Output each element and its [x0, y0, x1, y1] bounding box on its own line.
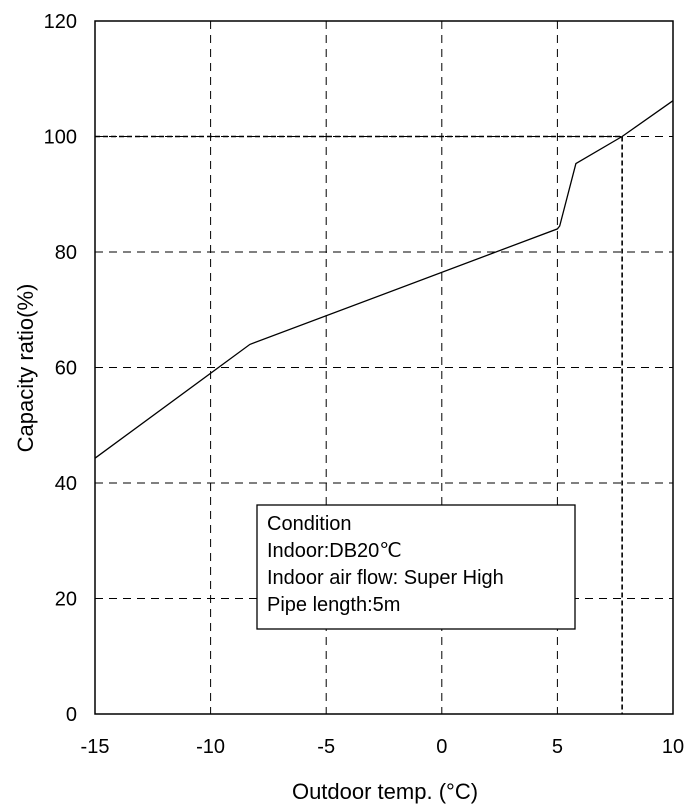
x-tick-label: -10 — [196, 736, 225, 758]
series-line — [94, 100, 674, 459]
reference-lines — [95, 135, 623, 714]
condition-pipe-length: Pipe length:5m — [267, 594, 400, 616]
y-axis-title: Capacity ratio(%) — [13, 284, 38, 453]
y-tick-label: 40 — [55, 473, 77, 495]
x-tick-label: -5 — [317, 736, 335, 758]
y-tick-label: 80 — [55, 242, 77, 264]
y-tick-label: 100 — [44, 127, 77, 149]
x-axis-title: Outdoor temp. (°C) — [292, 779, 478, 804]
x-tick-label: -15 — [81, 736, 110, 758]
y-tick-label: 20 — [55, 589, 77, 611]
condition-box-frame — [256, 504, 576, 630]
x-tick-label: 10 — [662, 736, 684, 758]
y-tick-label: 120 — [44, 11, 77, 33]
plot-frame — [94, 20, 674, 715]
condition-indoor-temp: Indoor:DB20℃ — [267, 540, 402, 562]
condition-air-flow: Indoor air flow: Super High — [267, 567, 504, 589]
y-tick-label: 60 — [55, 358, 77, 380]
condition-title: Condition — [267, 513, 352, 535]
x-tick-label: 0 — [436, 736, 447, 758]
condition-box: Condition Indoor:DB20℃ Indoor air flow: … — [256, 504, 576, 630]
x-tick-label: 5 — [552, 736, 563, 758]
y-tick-label: 0 — [66, 704, 77, 726]
